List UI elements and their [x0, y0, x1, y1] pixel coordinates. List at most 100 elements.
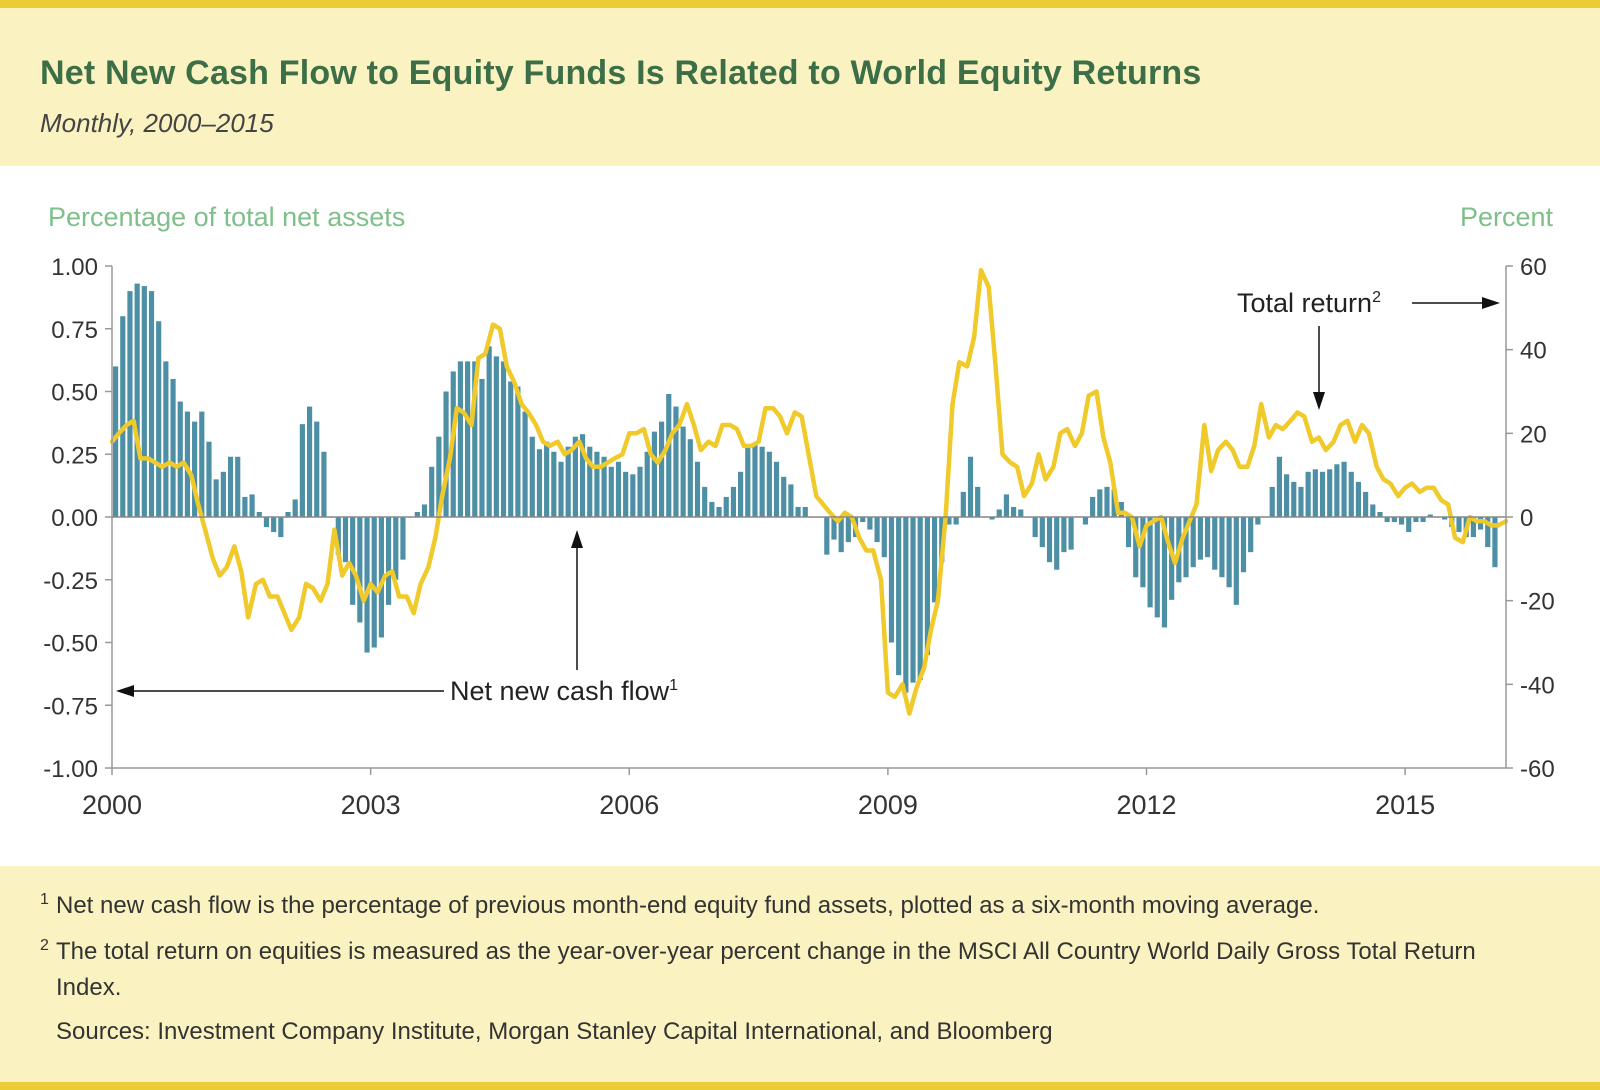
total-return-down-arrowhead — [1313, 392, 1325, 410]
cash-flow-bars — [113, 283, 1498, 693]
footnote-1-marker: 1 — [40, 891, 49, 908]
cash-flow-bar — [1090, 496, 1096, 517]
cash-flow-bar — [745, 446, 751, 517]
cash-flow-bar — [709, 501, 715, 517]
cash-flow-bar — [917, 517, 923, 681]
cash-flow-bar — [220, 471, 226, 517]
x-tick-label: 2000 — [82, 790, 142, 820]
cash-flow-bar — [1319, 471, 1326, 517]
cash-flow-bar — [644, 451, 650, 517]
total-return-right-arrowhead — [1482, 297, 1500, 309]
cash-flow-bar — [120, 316, 126, 517]
footnote-1-text: Net new cash flow is the percentage of p… — [56, 892, 1320, 919]
cash-flow-bar — [436, 436, 442, 517]
cash-flow-bar — [637, 466, 643, 517]
cash-flow-bar — [1003, 494, 1009, 517]
cash-flow-bar — [601, 456, 607, 517]
cash-flow-bar — [472, 361, 478, 517]
x-tick-label: 2015 — [1375, 790, 1435, 820]
right-tick-label: 40 — [1520, 338, 1547, 365]
cash-flow-bar — [213, 479, 219, 517]
cash-flow-bar — [673, 406, 679, 517]
cash-flow-bar — [515, 386, 521, 517]
cash-flow-bar — [177, 401, 183, 517]
combo-chart: 1.00 0.75 0.50 0.25 0.00 -0.25 -0.50 -0.75 -1.00… — [43, 202, 1554, 820]
cash-flow-bar — [170, 378, 176, 517]
cash-flow-bar — [443, 391, 449, 517]
cash-flow-bar — [1442, 517, 1448, 520]
cash-flow-bar — [1355, 481, 1362, 517]
cash-flow-bar — [723, 496, 729, 517]
cash-flow-bar — [1204, 517, 1211, 558]
cash-flow-bar — [1327, 469, 1333, 517]
cash-flow-bar — [1097, 489, 1103, 517]
cash-flow-bar — [931, 517, 938, 603]
cash-flow-bar — [1226, 517, 1232, 588]
cash-flow-up-arrowhead — [571, 530, 583, 548]
cash-flow-bar — [1032, 517, 1038, 538]
cash-flow-bar — [199, 411, 205, 517]
tick-labels: 1.00 0.75 0.50 0.25 0.00 -0.25 -0.50 -0.75 -1.00… — [43, 254, 1554, 820]
cash-flow-bar — [788, 484, 794, 517]
cash-flow-bar — [184, 411, 191, 517]
cash-flow-bar — [1291, 481, 1297, 517]
cash-flow-bar — [630, 474, 636, 517]
cash-flow-bar — [1456, 517, 1462, 533]
cash-flow-bar — [249, 494, 255, 517]
cash-flow-bar — [306, 406, 313, 517]
cash-flow-bar — [544, 441, 550, 517]
left-tick-label: 1.00 — [51, 254, 98, 281]
cash-flow-bar — [608, 466, 614, 517]
left-tick-label: 0.00 — [51, 505, 98, 532]
cash-flow-bar — [1370, 504, 1376, 517]
cash-flow-bar — [659, 421, 665, 517]
cash-flow-bar — [285, 511, 291, 517]
cash-flow-left-arrowhead — [116, 685, 134, 697]
cash-flow-bar — [522, 411, 528, 517]
cash-flow-bar — [1420, 517, 1426, 523]
cash-flow-bar — [263, 517, 270, 528]
cash-flow-bar — [1082, 517, 1089, 525]
left-tick-label: -0.75 — [43, 693, 98, 720]
right-tick-label: -60 — [1520, 756, 1555, 783]
left-tick-label: -1.00 — [43, 756, 98, 783]
chart-axes — [111, 266, 1507, 769]
cash-flow-bar — [350, 517, 356, 605]
cash-flow-bar — [235, 456, 241, 517]
cash-flow-bar — [134, 283, 140, 517]
cash-flow-bar — [910, 517, 916, 683]
cash-flow-bar — [867, 517, 873, 530]
cash-flow-bar — [996, 509, 1002, 517]
cash-flow-bar — [536, 449, 543, 517]
cash-flow-bar — [1334, 464, 1340, 517]
total-return-line-group — [109, 267, 1509, 716]
x-tick-label: 2009 — [858, 790, 918, 820]
bottom-accent-bar — [0, 1082, 1600, 1090]
cash-flow-bar — [924, 517, 930, 656]
cash-flow-bar — [824, 517, 830, 555]
cash-flow-bar — [558, 461, 564, 517]
x-tick-label: 2012 — [1116, 790, 1176, 820]
cash-flow-bar — [989, 517, 995, 520]
left-axis-title: Percentage of total net assets — [48, 202, 405, 232]
cash-flow-bar — [1154, 517, 1160, 618]
right-tick-label: -20 — [1520, 589, 1555, 616]
cash-flow-bar — [429, 466, 435, 517]
cash-flow-bar — [1068, 517, 1074, 550]
x-tick-label: 2006 — [599, 790, 659, 820]
cash-flow-bar — [1348, 471, 1354, 517]
cash-flow-bar — [587, 446, 593, 517]
cash-flow-bar — [1147, 517, 1153, 608]
cash-flow-bar — [687, 439, 693, 517]
cash-flow-bar — [623, 471, 629, 517]
cash-flow-bar — [1269, 486, 1275, 517]
cash-flow-bar — [314, 421, 320, 517]
cash-flow-bar — [1391, 517, 1397, 523]
cash-flow-bar — [1118, 501, 1124, 517]
cash-flow-bar — [299, 424, 305, 517]
cash-flow-bar — [1212, 517, 1218, 570]
cash-flow-bar — [321, 451, 327, 517]
cash-flow-bar — [271, 517, 277, 533]
cash-flow-bar — [242, 496, 248, 517]
svg-text:Net new cash flow1: Net new cash flow1 — [450, 676, 678, 706]
